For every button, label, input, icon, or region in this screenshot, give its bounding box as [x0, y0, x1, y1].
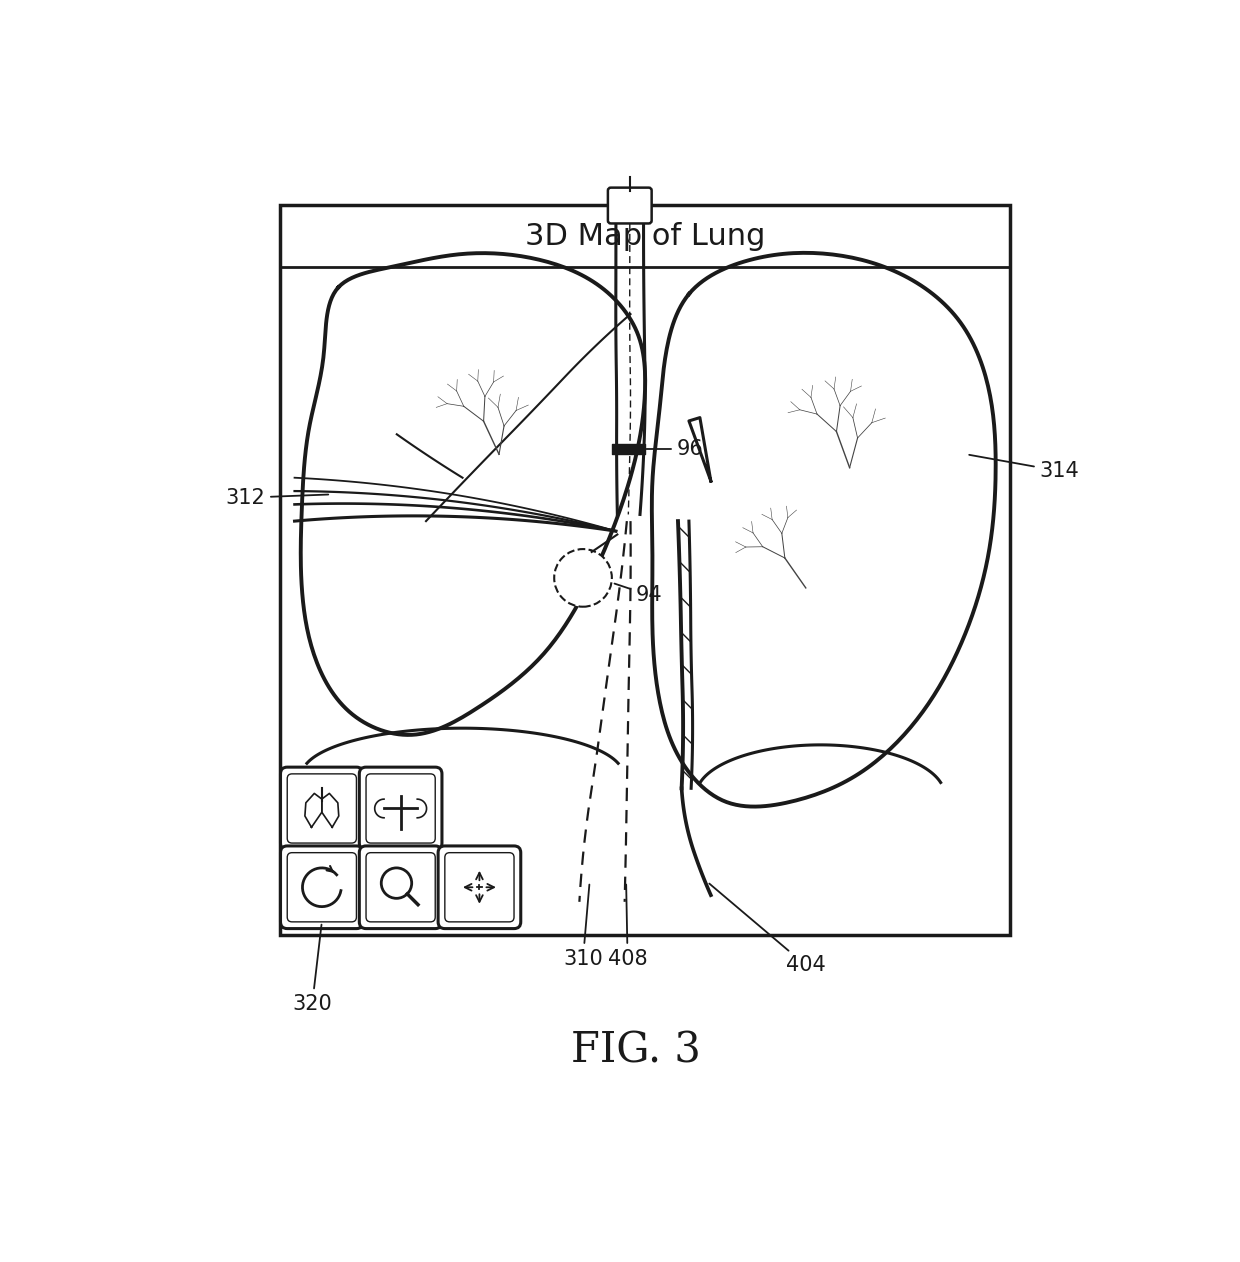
Circle shape: [554, 549, 611, 607]
Text: 404: 404: [709, 883, 826, 976]
Text: 408: 408: [608, 885, 647, 968]
FancyBboxPatch shape: [445, 853, 515, 921]
FancyBboxPatch shape: [280, 767, 363, 849]
FancyBboxPatch shape: [360, 767, 441, 849]
FancyBboxPatch shape: [366, 853, 435, 921]
Text: 96: 96: [646, 439, 703, 459]
FancyBboxPatch shape: [280, 846, 363, 929]
Text: 310: 310: [563, 885, 603, 968]
Text: 3D Map of Lung: 3D Map of Lung: [525, 222, 765, 251]
FancyBboxPatch shape: [366, 774, 435, 843]
FancyBboxPatch shape: [360, 846, 441, 929]
Text: FIG. 3: FIG. 3: [570, 1030, 701, 1071]
FancyBboxPatch shape: [608, 188, 652, 223]
Text: 94: 94: [615, 583, 662, 606]
FancyBboxPatch shape: [438, 846, 521, 929]
FancyBboxPatch shape: [288, 853, 356, 921]
Text: 320: 320: [293, 925, 332, 1013]
FancyBboxPatch shape: [288, 774, 356, 843]
Text: 314: 314: [970, 454, 1079, 481]
Bar: [280, 204, 1011, 935]
Text: 312: 312: [226, 487, 329, 507]
